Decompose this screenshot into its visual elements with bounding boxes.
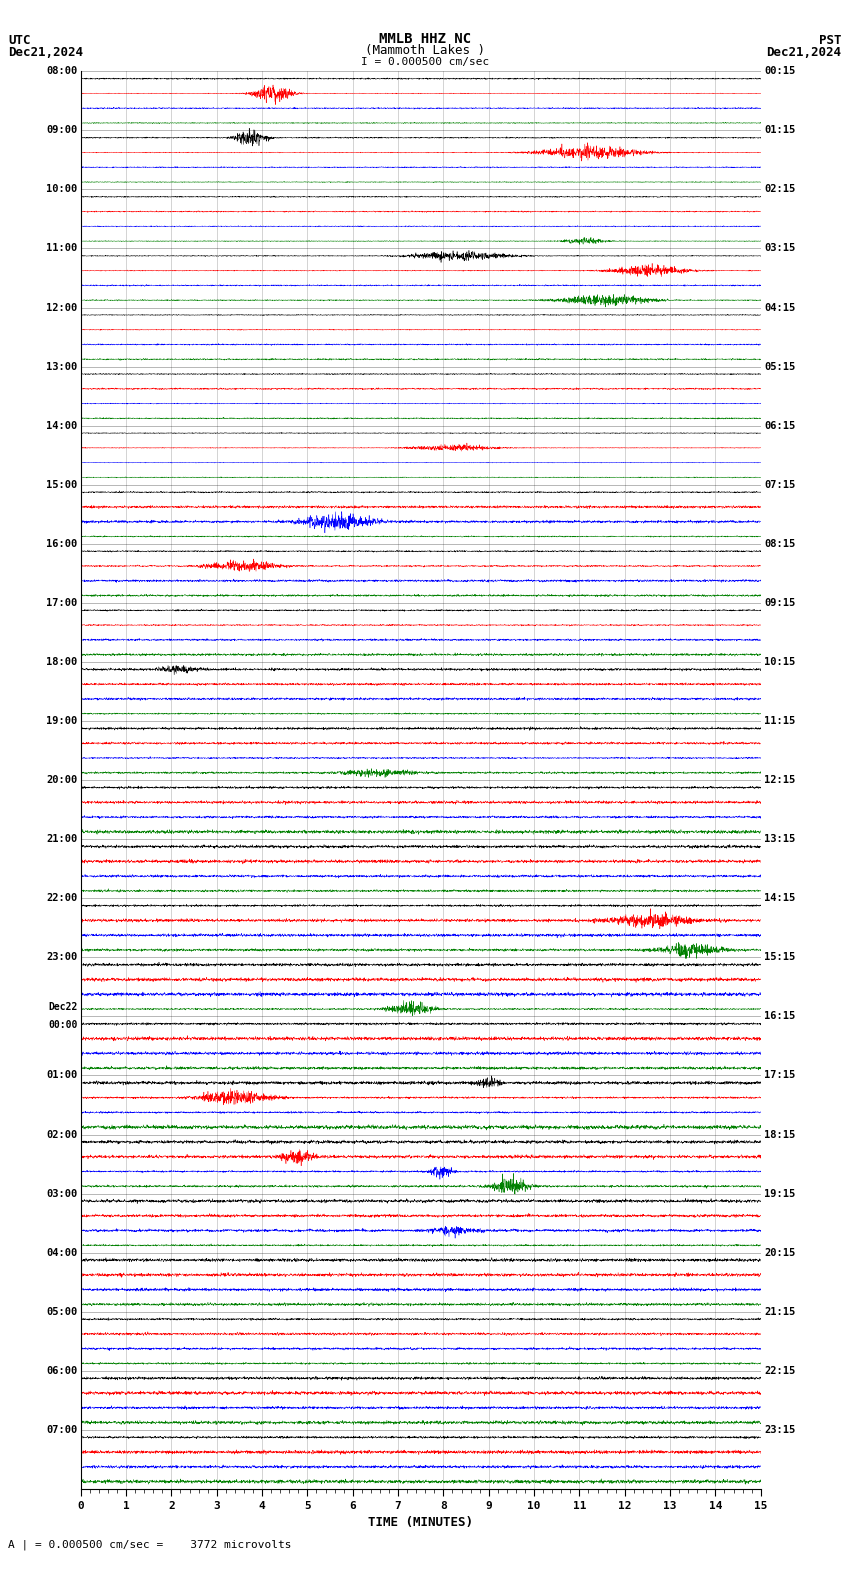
Text: 11:15: 11:15 xyxy=(764,716,796,725)
Text: 16:15: 16:15 xyxy=(764,1012,796,1022)
Text: 08:15: 08:15 xyxy=(764,539,796,548)
Text: 19:00: 19:00 xyxy=(46,716,77,725)
Text: 12:15: 12:15 xyxy=(764,775,796,786)
Text: 01:00: 01:00 xyxy=(46,1071,77,1080)
Text: 19:15: 19:15 xyxy=(764,1188,796,1199)
Text: 13:00: 13:00 xyxy=(46,361,77,372)
Text: 23:15: 23:15 xyxy=(764,1426,796,1435)
Text: 13:15: 13:15 xyxy=(764,835,796,844)
Text: 07:00: 07:00 xyxy=(46,1426,77,1435)
Text: 18:00: 18:00 xyxy=(46,657,77,667)
Text: 05:00: 05:00 xyxy=(46,1307,77,1316)
Text: 21:00: 21:00 xyxy=(46,835,77,844)
Text: 20:15: 20:15 xyxy=(764,1248,796,1258)
Text: 21:15: 21:15 xyxy=(764,1307,796,1316)
Text: 14:15: 14:15 xyxy=(764,893,796,903)
Text: 02:00: 02:00 xyxy=(46,1129,77,1139)
Text: PST: PST xyxy=(819,33,842,48)
Text: Dec21,2024: Dec21,2024 xyxy=(767,46,842,59)
Text: 10:15: 10:15 xyxy=(764,657,796,667)
Text: (Mammoth Lakes ): (Mammoth Lakes ) xyxy=(365,44,485,57)
Text: Dec21,2024: Dec21,2024 xyxy=(8,46,83,59)
Text: 15:00: 15:00 xyxy=(46,480,77,489)
Text: 09:15: 09:15 xyxy=(764,597,796,608)
Text: 12:00: 12:00 xyxy=(46,303,77,312)
Text: 20:00: 20:00 xyxy=(46,775,77,786)
Text: MMLB HHZ NC: MMLB HHZ NC xyxy=(379,32,471,46)
Text: 03:00: 03:00 xyxy=(46,1188,77,1199)
Text: 14:00: 14:00 xyxy=(46,421,77,431)
Text: 10:00: 10:00 xyxy=(46,184,77,195)
Text: 07:15: 07:15 xyxy=(764,480,796,489)
Text: 22:00: 22:00 xyxy=(46,893,77,903)
Text: 04:15: 04:15 xyxy=(764,303,796,312)
Text: 04:00: 04:00 xyxy=(46,1248,77,1258)
Text: 08:00: 08:00 xyxy=(46,67,77,76)
Text: 01:15: 01:15 xyxy=(764,125,796,135)
Text: 15:15: 15:15 xyxy=(764,952,796,963)
Text: 05:15: 05:15 xyxy=(764,361,796,372)
Text: 06:15: 06:15 xyxy=(764,421,796,431)
Text: 09:00: 09:00 xyxy=(46,125,77,135)
Text: 17:00: 17:00 xyxy=(46,597,77,608)
Text: I = 0.000500 cm/sec: I = 0.000500 cm/sec xyxy=(361,57,489,67)
Text: 03:15: 03:15 xyxy=(764,244,796,253)
X-axis label: TIME (MINUTES): TIME (MINUTES) xyxy=(368,1516,473,1529)
Text: 17:15: 17:15 xyxy=(764,1071,796,1080)
Text: UTC: UTC xyxy=(8,33,31,48)
Text: 16:00: 16:00 xyxy=(46,539,77,548)
Text: 11:00: 11:00 xyxy=(46,244,77,253)
Text: 22:15: 22:15 xyxy=(764,1365,796,1376)
Text: 06:00: 06:00 xyxy=(46,1365,77,1376)
Text: 02:15: 02:15 xyxy=(764,184,796,195)
Text: 00:15: 00:15 xyxy=(764,67,796,76)
Text: 18:15: 18:15 xyxy=(764,1129,796,1139)
Text: 23:00: 23:00 xyxy=(46,952,77,963)
Text: 00:00: 00:00 xyxy=(48,1020,77,1030)
Text: Dec22: Dec22 xyxy=(48,1003,77,1012)
Text: A | = 0.000500 cm/sec =    3772 microvolts: A | = 0.000500 cm/sec = 3772 microvolts xyxy=(8,1540,292,1551)
